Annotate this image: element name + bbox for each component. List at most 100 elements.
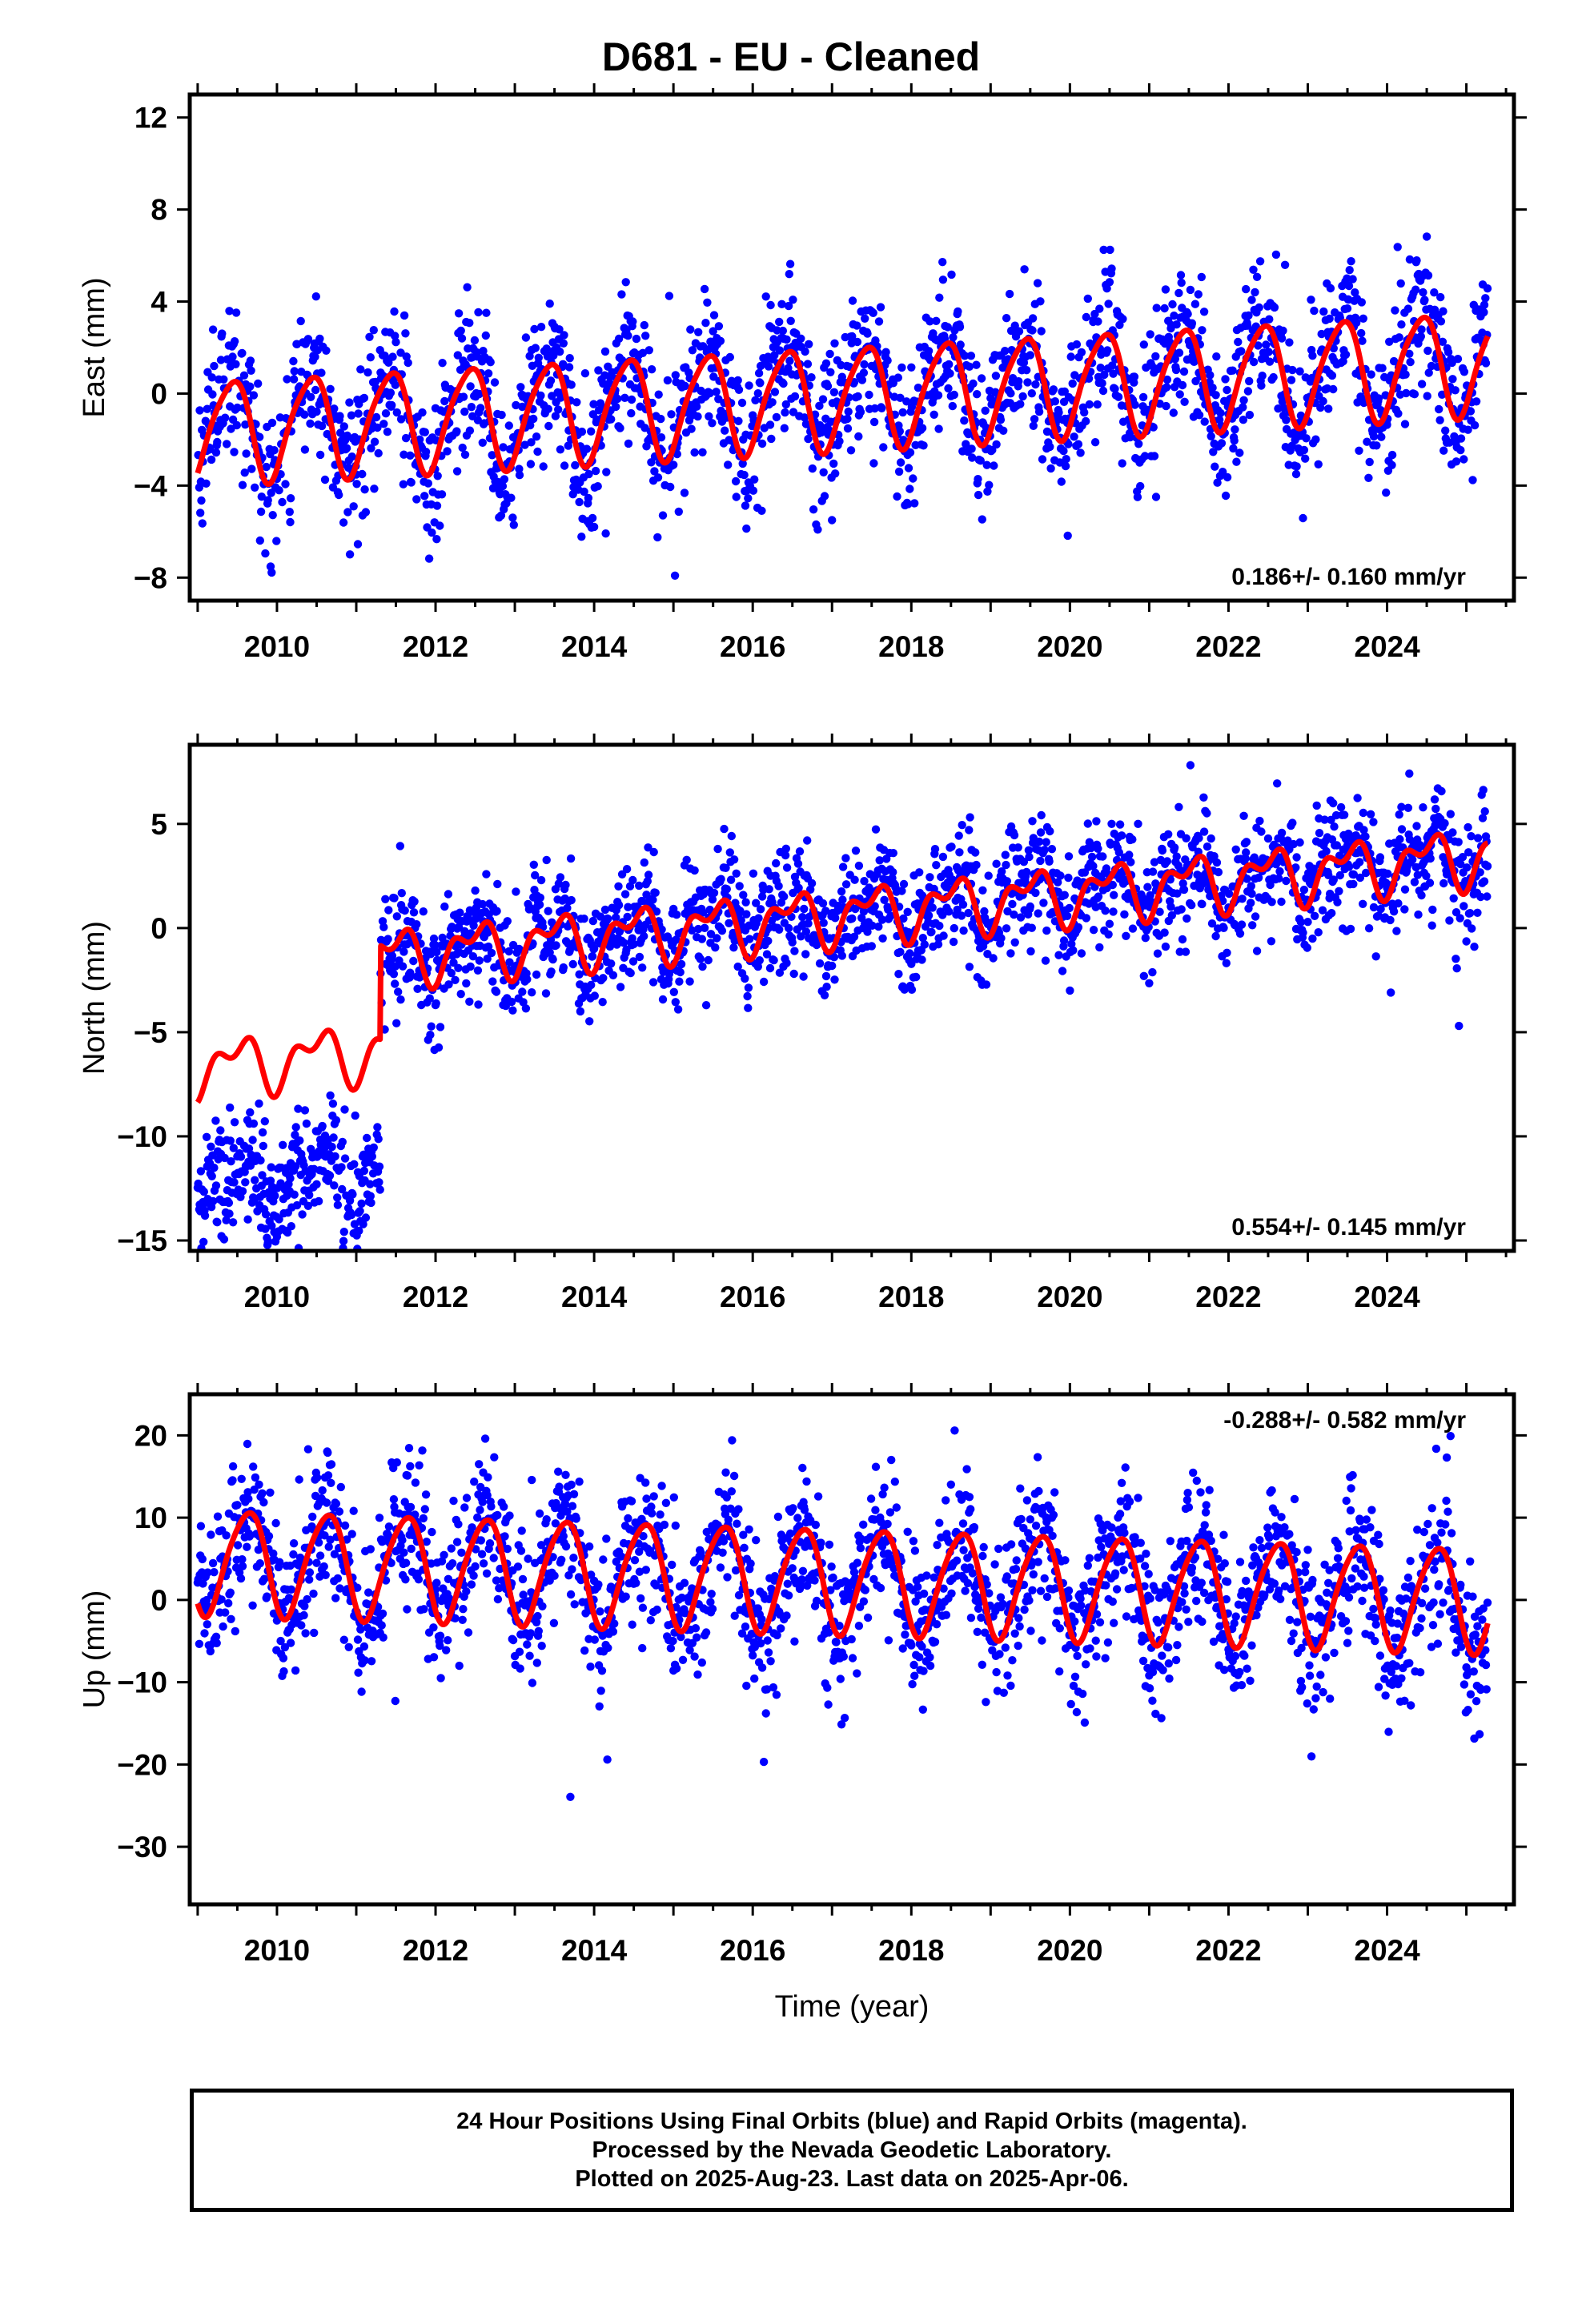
- data-point: [270, 446, 279, 455]
- data-point: [475, 389, 484, 399]
- data-point: [838, 862, 848, 871]
- data-point: [217, 1595, 226, 1604]
- data-point: [705, 388, 714, 398]
- data-point: [444, 890, 453, 899]
- data-point: [400, 311, 409, 320]
- data-point: [1327, 909, 1336, 918]
- data-point: [241, 1178, 250, 1187]
- data-point: [349, 502, 358, 511]
- data-point: [509, 521, 518, 529]
- data-point: [418, 408, 427, 417]
- data-point: [1269, 372, 1278, 382]
- data-point: [599, 379, 608, 388]
- data-point: [1483, 892, 1492, 901]
- data-point: [638, 963, 647, 972]
- data-point: [440, 396, 449, 406]
- data-point: [857, 376, 867, 384]
- data-point: [1247, 296, 1256, 304]
- data-point: [218, 329, 227, 338]
- data-point: [698, 908, 708, 917]
- data-point: [1024, 846, 1034, 854]
- data-point: [1303, 918, 1312, 927]
- data-point: [545, 300, 554, 308]
- data-point: [1151, 493, 1161, 501]
- data-point: [886, 911, 895, 920]
- data-point: [331, 1116, 341, 1125]
- data-point: [1285, 338, 1294, 347]
- data-point: [1389, 356, 1399, 366]
- data-point: [478, 438, 487, 447]
- data-point: [843, 424, 853, 433]
- data-point: [1195, 834, 1203, 842]
- data-point: [1449, 894, 1458, 903]
- data-point: [1030, 415, 1039, 424]
- data-point: [291, 1123, 300, 1132]
- data-point: [653, 473, 663, 482]
- data-point: [909, 474, 917, 483]
- data-point: [1235, 448, 1244, 457]
- data-point: [1145, 979, 1154, 987]
- data-point: [1194, 290, 1203, 299]
- data-point: [897, 363, 906, 372]
- data-point: [693, 402, 701, 411]
- data-point: [206, 1647, 215, 1656]
- data-point: [785, 356, 794, 365]
- data-point: [905, 485, 914, 493]
- data-point: [1359, 899, 1367, 908]
- data-point: [279, 1667, 288, 1676]
- data-point: [449, 1496, 458, 1506]
- data-point: [475, 1460, 484, 1469]
- data-point: [917, 424, 927, 432]
- data-point: [571, 460, 580, 470]
- data-point: [1463, 863, 1472, 872]
- data-point: [406, 451, 415, 460]
- data-point: [938, 911, 947, 919]
- data-point: [315, 1551, 325, 1560]
- data-point: [369, 326, 378, 335]
- data-point: [303, 1445, 313, 1454]
- data-point: [1221, 375, 1230, 384]
- data-point: [519, 1590, 528, 1599]
- data-point: [807, 879, 817, 888]
- data-point: [899, 436, 908, 444]
- data-point: [969, 379, 978, 388]
- data-point: [480, 1434, 490, 1443]
- data-point: [982, 980, 991, 989]
- data-point: [1396, 279, 1405, 288]
- data-point: [406, 1462, 415, 1471]
- data-point: [1376, 904, 1385, 914]
- data-point: [1299, 445, 1309, 455]
- data-point: [1090, 438, 1100, 447]
- data-point: [515, 1647, 524, 1656]
- data-point: [1319, 307, 1328, 316]
- data-point: [687, 424, 696, 433]
- data-point: [663, 376, 673, 385]
- data-point: [1299, 885, 1309, 895]
- data-point: [1255, 303, 1263, 312]
- data-point: [1057, 477, 1066, 486]
- data-point: [318, 1121, 327, 1131]
- data-point: [477, 1550, 487, 1558]
- data-point: [487, 948, 496, 958]
- data-point: [500, 475, 509, 484]
- data-point: [396, 842, 404, 850]
- data-point: [767, 434, 776, 444]
- data-point: [965, 963, 974, 971]
- data-point: [1364, 924, 1374, 933]
- east-y-axis-label: East (mm): [78, 277, 111, 417]
- y-tick-label: −5: [134, 1016, 167, 1049]
- data-point: [1292, 853, 1301, 862]
- data-point: [432, 947, 441, 957]
- data-point: [1223, 385, 1231, 395]
- data-point: [518, 987, 527, 996]
- data-point: [258, 1171, 267, 1180]
- data-point: [1191, 300, 1200, 308]
- data-point: [1177, 278, 1186, 287]
- data-point: [896, 393, 905, 402]
- data-point: [203, 1568, 212, 1577]
- data-point: [694, 328, 703, 336]
- data-point: [1150, 452, 1159, 460]
- data-point: [877, 404, 886, 412]
- data-point: [829, 459, 838, 468]
- data-point: [1174, 802, 1183, 811]
